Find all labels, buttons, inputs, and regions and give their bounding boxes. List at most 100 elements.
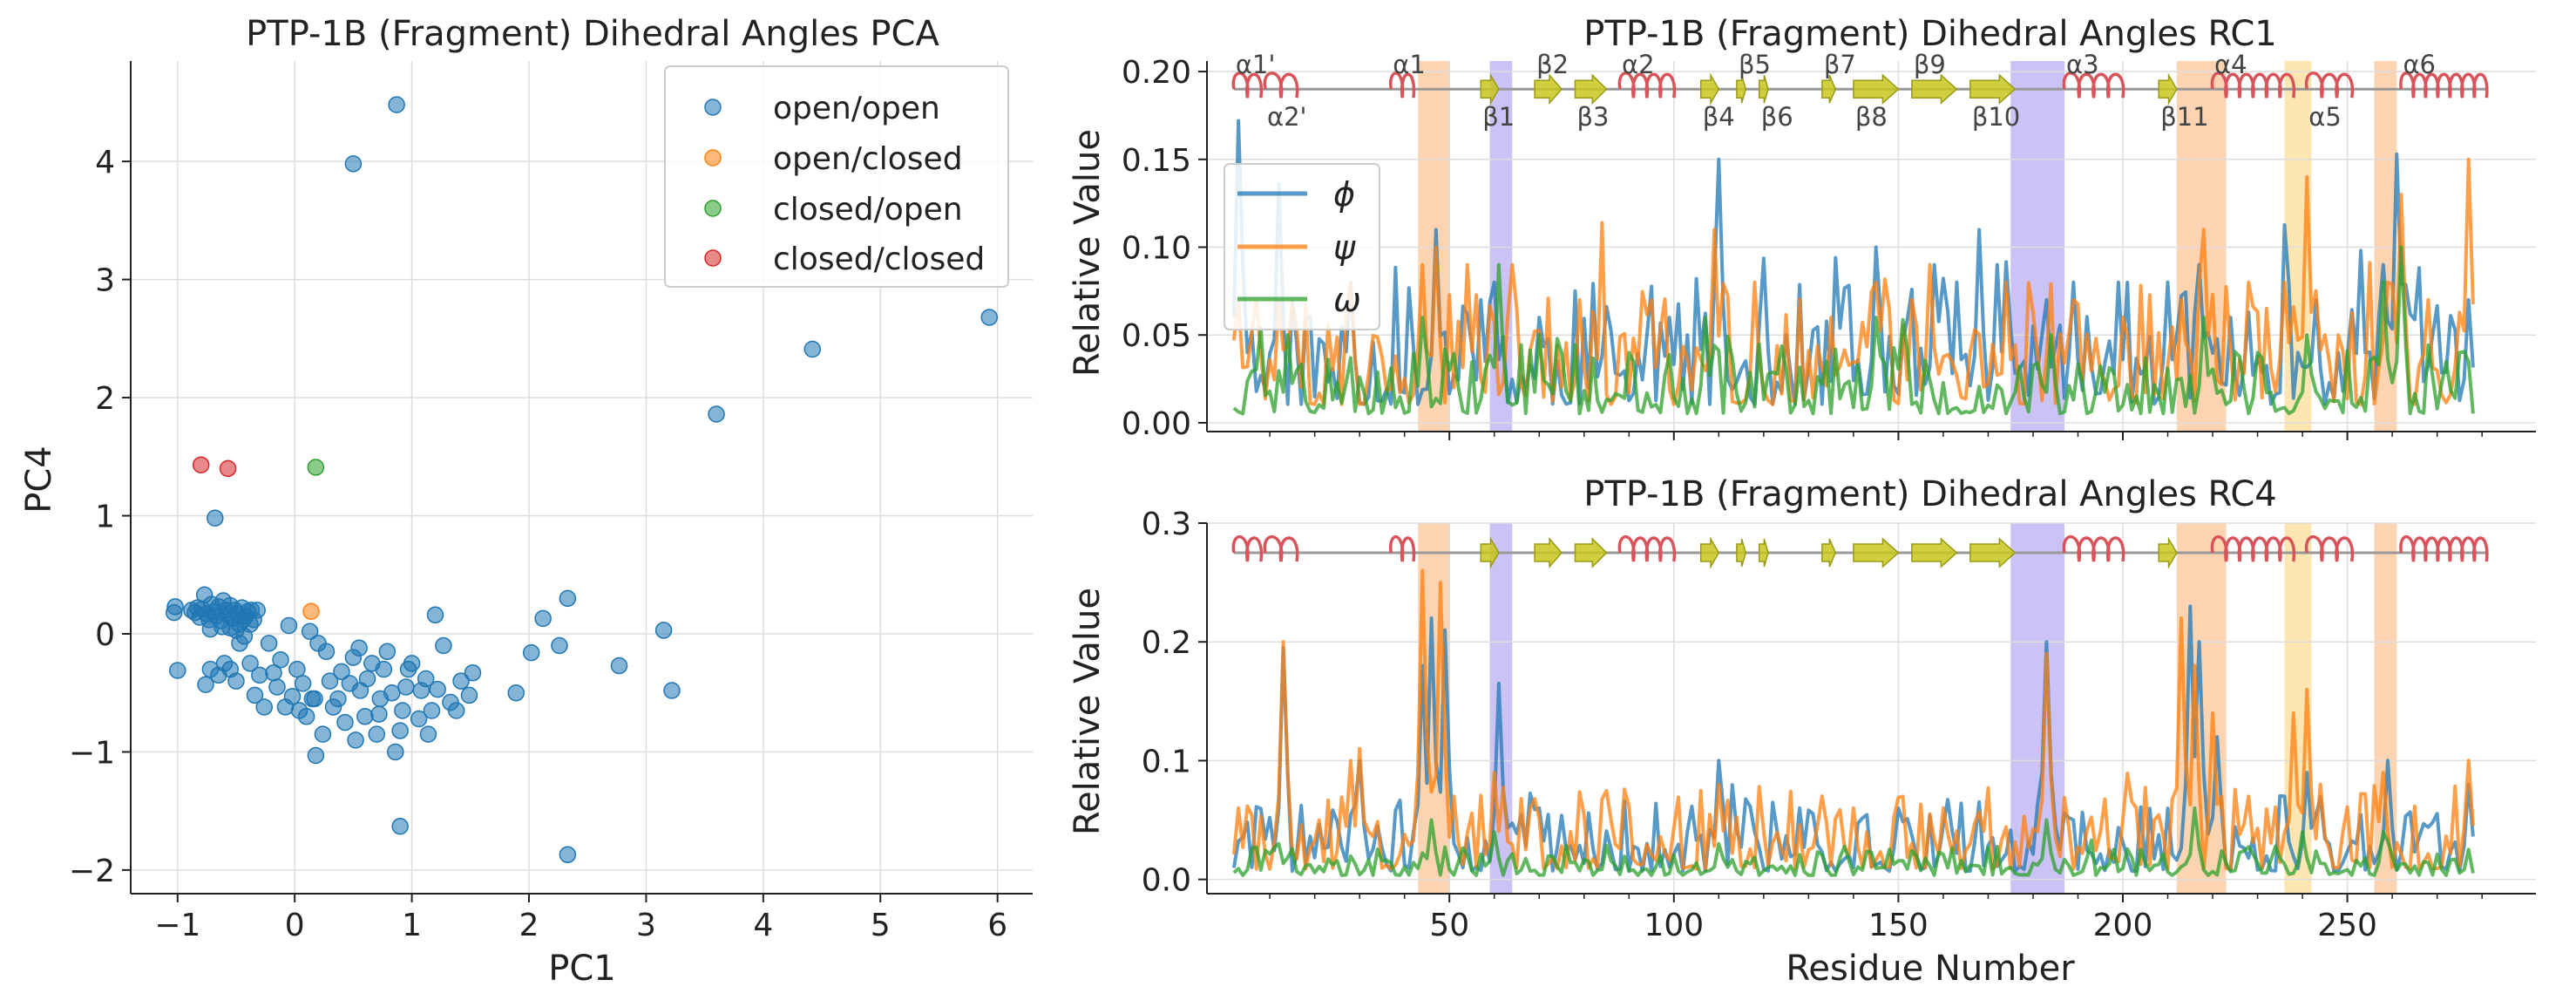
y-tick-label: 0.10 <box>1122 231 1191 267</box>
point-open-open <box>507 684 525 702</box>
point-open-open <box>460 686 478 704</box>
point-open-open <box>426 606 444 624</box>
pca-y-tick-label: 1 <box>95 500 115 535</box>
point-open-open <box>378 643 397 661</box>
pca-panel: PTP-1B (Fragment) Dihedral Angles PCA −1… <box>19 14 1033 989</box>
point-open-open <box>708 405 725 423</box>
point-closed-closed <box>219 459 237 478</box>
point-open-closed <box>302 602 320 620</box>
legend-marker-open-closed <box>704 149 722 167</box>
strand-element <box>1821 538 1837 568</box>
legend-marker-closed-closed <box>704 249 722 267</box>
point-open-open <box>371 690 390 708</box>
point-open-open <box>276 698 295 716</box>
point-open-open <box>255 698 273 716</box>
pca-xlabel: PC1 <box>548 949 616 989</box>
pca-y-tick-label: 2 <box>95 381 115 417</box>
point-open-open <box>260 635 278 652</box>
helix-element <box>2399 71 2489 99</box>
pca-legend: open/open open/closed closed/open closed… <box>664 65 1009 288</box>
strand-element <box>1969 537 2017 568</box>
pca-x-tick-label: 0 <box>285 908 305 943</box>
x-tick-label: 50 <box>1429 908 1469 943</box>
pca-x-tick-label: 1 <box>402 908 422 943</box>
ss-label: α4 <box>2214 50 2247 79</box>
rc4-content: 0.0 0.1 0.2 0.3 50 100 150 200 250 <box>1142 507 2536 943</box>
ss-label: α2 <box>1622 50 1655 79</box>
strand-element <box>1911 73 1958 105</box>
point-open-open <box>394 702 411 719</box>
y-tick-label: 0.0 <box>1142 863 1191 899</box>
ss-label: β10 <box>1972 102 2020 132</box>
strand-element <box>1736 538 1747 568</box>
point-open-open <box>559 589 577 608</box>
strand-element <box>2158 536 2178 569</box>
pca-y-tick-label: 3 <box>95 263 115 299</box>
pca-y-tick-label: 0 <box>95 617 115 653</box>
point-open-open <box>314 725 332 743</box>
point-open-open <box>388 96 405 113</box>
rc1-panel: PTP-1B (Fragment) Dihedral Angles RC1 α1… <box>1068 14 2536 442</box>
legend-label-omega: ω <box>1333 281 1361 319</box>
legend-label-phi: ϕ <box>1333 175 1355 214</box>
point-open-open <box>280 616 298 635</box>
ss-label: β2 <box>1536 50 1569 79</box>
point-open-open <box>197 676 214 693</box>
point-open-open <box>419 725 437 743</box>
y-tick-label: 0.05 <box>1122 318 1191 354</box>
pca-ylabel: PC4 <box>19 446 59 514</box>
strand-element <box>1534 537 1563 569</box>
helix-element <box>1389 71 1416 99</box>
helix-element <box>1231 535 1264 562</box>
ss-label: β4 <box>1703 102 1735 132</box>
point-open-open <box>350 639 368 657</box>
point-open-open <box>344 155 363 173</box>
strand-element <box>1480 72 1500 106</box>
point-open-open <box>397 678 415 696</box>
strand-element <box>1574 73 1608 105</box>
ss-label: α1 <box>1393 50 1426 79</box>
point-open-open <box>241 655 259 672</box>
point-open-open <box>410 710 428 728</box>
series-line-phi <box>1231 604 2475 874</box>
point-open-open <box>265 663 282 682</box>
helix-element <box>2304 535 2355 562</box>
ss-label: α2' <box>1267 102 1307 132</box>
point-open-open <box>464 663 482 682</box>
helix-element <box>2210 71 2296 99</box>
legend-label-closed-closed: closed/closed <box>773 242 985 277</box>
pca-y-tick-label: −2 <box>69 854 115 889</box>
pca-x-tick-label: −1 <box>154 908 200 943</box>
strand-element <box>1853 537 1900 568</box>
point-open-open <box>306 690 323 708</box>
ss-label: α3 <box>2066 50 2099 79</box>
highlight-region <box>1489 61 1513 432</box>
x-tick-label: 150 <box>1868 908 1929 943</box>
pca-x-tick-label: 6 <box>987 908 1007 943</box>
point-open-open <box>301 623 319 641</box>
pca-y-tick-label: 4 <box>95 145 115 180</box>
pca-x-tick-label: 5 <box>871 908 891 943</box>
x-tick-label: 200 <box>2093 908 2153 943</box>
rc1-content: α1'α2'α1β1β2β3α2β4β5β6β7β8β9β10α3β11α4α5… <box>1122 50 2536 442</box>
strand-element <box>1534 73 1563 105</box>
point-open-open <box>370 705 388 723</box>
pca-x-tick-label: 3 <box>636 908 656 943</box>
point-open-open <box>412 682 430 699</box>
point-open-open <box>368 725 386 743</box>
point-open-open <box>391 722 409 739</box>
pca-axes: −1 0 1 2 3 4 5 6 −2 −1 0 1 2 3 4 <box>69 61 1033 943</box>
strand-element <box>1911 537 1958 568</box>
strand-element <box>1853 73 1900 105</box>
legend-marker-closed-open <box>704 200 722 217</box>
y-tick-label: 0.1 <box>1142 744 1191 779</box>
strand-element <box>1699 72 1720 106</box>
ss-label: β11 <box>2160 102 2208 132</box>
point-open-open <box>248 602 266 619</box>
legend-label-closed-open: closed/open <box>773 192 963 228</box>
y-tick-label: 0.20 <box>1122 55 1191 91</box>
point-open-open <box>246 686 264 704</box>
ss-label: β9 <box>1914 50 1946 79</box>
point-open-open <box>452 672 470 690</box>
point-open-open <box>288 660 306 678</box>
